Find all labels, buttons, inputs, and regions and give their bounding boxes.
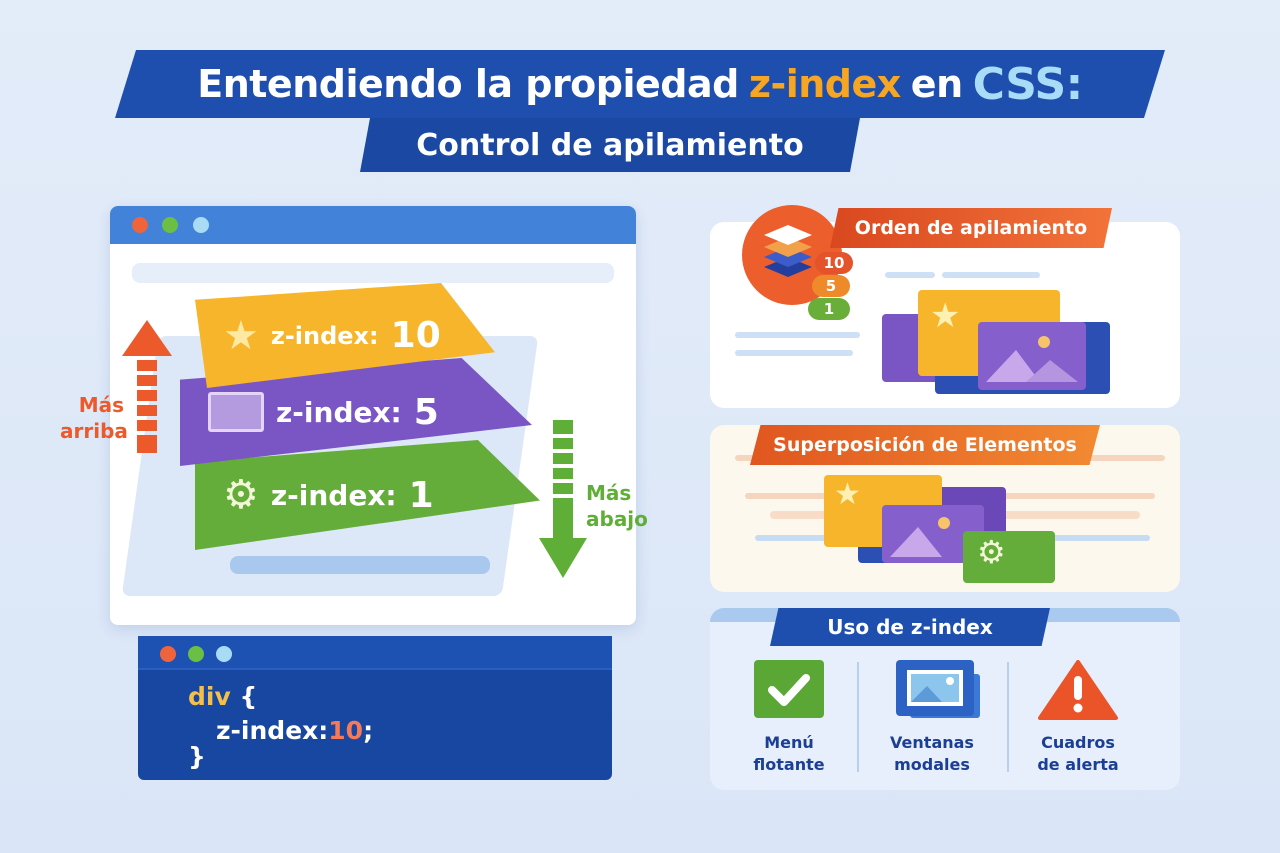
divider — [1007, 662, 1009, 772]
green-dot-icon — [188, 646, 204, 662]
placeholder-line — [230, 556, 490, 574]
ribbon-usage: Uso de z-index — [770, 608, 1050, 646]
browser-window-illustration — [110, 206, 636, 625]
browser-title-bar — [110, 206, 636, 244]
code-property: z-index: — [216, 716, 329, 745]
alert-triangle-icon — [1038, 660, 1118, 720]
star-icon: ★ — [223, 312, 259, 359]
layer-value: 10 — [390, 315, 441, 356]
usage-label: modales — [894, 755, 970, 774]
gear-icon: ⚙ — [977, 533, 1006, 571]
down-label-line: Más — [586, 481, 632, 505]
green-dot-icon — [162, 217, 178, 233]
ribbon-stacking-order: Orden de apilamiento — [830, 208, 1112, 248]
placeholder-line — [735, 332, 860, 338]
usage-label: Menú — [764, 733, 814, 752]
up-label-line: arriba — [60, 419, 128, 443]
mountain-image-icon — [890, 517, 950, 557]
up-label-line: Más — [78, 393, 124, 417]
layer-label: z-index: — [270, 321, 379, 350]
code-value: 10 — [328, 716, 364, 745]
usage-label: de alerta — [1037, 755, 1119, 774]
up-arrow-icon — [122, 320, 172, 453]
usage-label: Ventanas — [890, 733, 974, 752]
mountain-image-icon — [986, 336, 1078, 382]
placeholder-line — [942, 272, 1040, 278]
placeholder-line — [885, 272, 935, 278]
title-highlight: z-index — [748, 62, 901, 106]
image-card — [978, 322, 1086, 390]
gear-icon: ⚙ — [223, 472, 259, 518]
star-icon: ★ — [930, 296, 961, 336]
down-arrow-icon — [539, 420, 587, 578]
placeholder-line — [735, 350, 853, 356]
usage-item-floating-menu: Menú flotante — [729, 660, 849, 776]
red-dot-icon — [132, 217, 148, 233]
image-icon — [208, 392, 264, 432]
code-brace: } — [188, 742, 206, 771]
usage-label: Cuadros — [1041, 733, 1115, 752]
title-prefix: Entendiendo la propiedad — [197, 62, 739, 106]
badge-10: 10 — [815, 252, 853, 274]
title-css: CSS: — [972, 58, 1084, 110]
code-selector: div — [188, 682, 231, 711]
layer-value: 5 — [413, 391, 439, 433]
layer-z10: ★ z-index: 10 — [195, 283, 495, 388]
up-label: Más arriba — [60, 392, 128, 444]
subtitle-banner: Control de apilamiento — [360, 118, 860, 172]
badge-1: 1 — [808, 298, 850, 320]
layer-label: z-index: — [270, 478, 397, 512]
divider — [857, 662, 859, 772]
star-icon: ★ — [834, 477, 861, 512]
title-middle: en — [910, 62, 963, 106]
usage-item-modal-windows: Ventanas modales — [872, 660, 992, 776]
title-banner: Entendiendo la propiedad z-index en CSS: — [115, 50, 1165, 118]
placeholder-line — [132, 263, 614, 283]
layers-icon — [764, 225, 812, 277]
usage-label: flotante — [753, 755, 825, 774]
code-window: div { z-index:10; } — [138, 636, 612, 780]
red-dot-icon — [160, 646, 176, 662]
checkmark-icon — [754, 660, 824, 720]
layer-value: 1 — [408, 474, 434, 516]
down-label: Más abajo — [586, 480, 648, 532]
layer-label: z-index: — [276, 395, 402, 429]
ribbon-overlap: Superposición de Elementos — [750, 425, 1100, 465]
code-title-bar — [138, 636, 612, 670]
blue-dot-icon — [193, 217, 209, 233]
usage-item-alert-boxes: Cuadros de alerta — [1018, 660, 1138, 776]
modal-window-icon — [882, 660, 982, 720]
blue-dot-icon — [216, 646, 232, 662]
code-semicolon: ; — [363, 716, 374, 745]
code-brace: { — [239, 682, 258, 711]
badge-5: 5 — [812, 275, 850, 297]
down-label-line: abajo — [586, 507, 648, 531]
gear-card: ⚙ — [963, 531, 1055, 583]
